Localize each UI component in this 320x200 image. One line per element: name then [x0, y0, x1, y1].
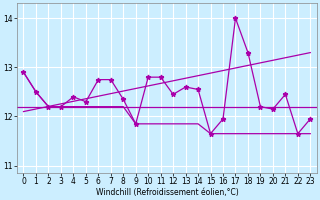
X-axis label: Windchill (Refroidissement éolien,°C): Windchill (Refroidissement éolien,°C)	[96, 188, 238, 197]
